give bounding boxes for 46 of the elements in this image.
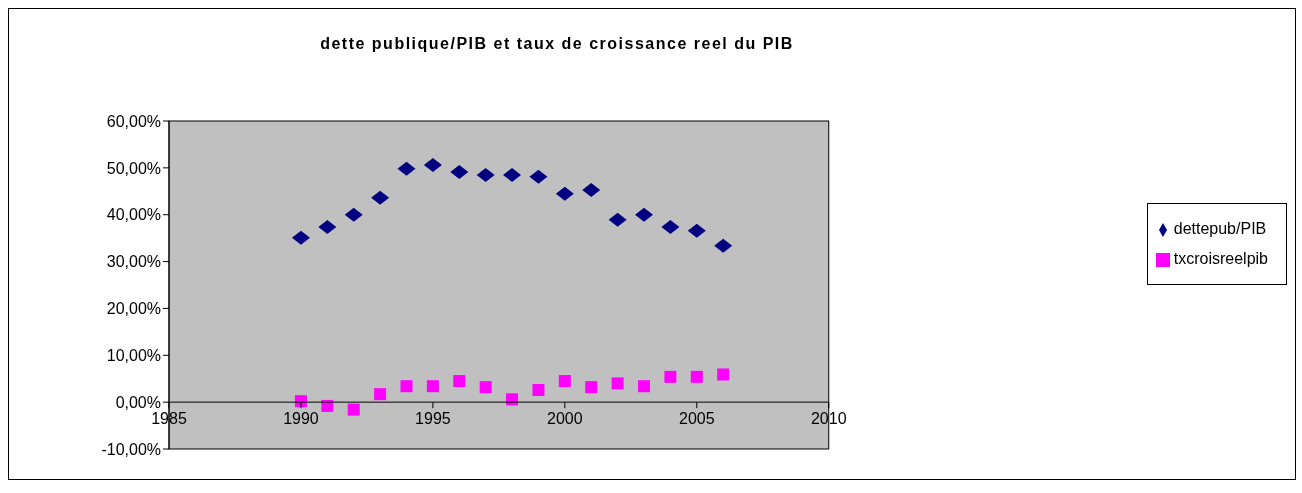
x-tick-label: 1995 bbox=[415, 410, 451, 428]
point bbox=[374, 388, 387, 401]
y-tick-label: 50,00% bbox=[106, 159, 161, 177]
legend-label: dettepub/PIB bbox=[1173, 220, 1267, 237]
point bbox=[664, 370, 677, 383]
point bbox=[400, 380, 413, 393]
point bbox=[453, 375, 466, 388]
point bbox=[555, 186, 574, 201]
point bbox=[291, 230, 310, 245]
point bbox=[532, 383, 545, 396]
point bbox=[638, 380, 651, 393]
point bbox=[714, 238, 733, 253]
point bbox=[529, 169, 548, 184]
y-tick-label: 30,00% bbox=[106, 253, 161, 271]
x-tick-label: 2000 bbox=[547, 410, 583, 428]
x-tick-label: 1990 bbox=[283, 410, 319, 428]
point bbox=[371, 190, 390, 205]
point bbox=[397, 161, 416, 176]
point bbox=[661, 219, 680, 234]
x-tick-label: 2005 bbox=[678, 410, 715, 428]
point bbox=[611, 377, 624, 390]
chart-title: dette publique/PIB et taux de croissance reel du PIB bbox=[319, 35, 795, 53]
point bbox=[635, 207, 654, 222]
point bbox=[344, 207, 363, 222]
point bbox=[450, 165, 469, 180]
point bbox=[717, 368, 730, 381]
point bbox=[426, 380, 439, 393]
y-tick-label: 20,00% bbox=[106, 300, 161, 318]
y-tick-label: 60,00% bbox=[106, 112, 161, 130]
point bbox=[318, 219, 337, 234]
point bbox=[558, 375, 571, 388]
legend-label: txcroisreelpib bbox=[1173, 250, 1268, 267]
point bbox=[585, 381, 598, 394]
y-tick-label: 40,00% bbox=[106, 206, 161, 224]
point bbox=[423, 158, 442, 173]
y-tick-label: 0,00% bbox=[115, 393, 161, 411]
point bbox=[476, 167, 495, 182]
y-tick-label: -10,00% bbox=[101, 440, 161, 458]
point bbox=[687, 223, 706, 238]
y-tick-label: 10,00% bbox=[106, 346, 161, 364]
point bbox=[582, 182, 601, 197]
point bbox=[347, 403, 360, 416]
point bbox=[479, 381, 492, 394]
point bbox=[503, 167, 522, 182]
point bbox=[690, 370, 703, 383]
point bbox=[608, 212, 627, 227]
